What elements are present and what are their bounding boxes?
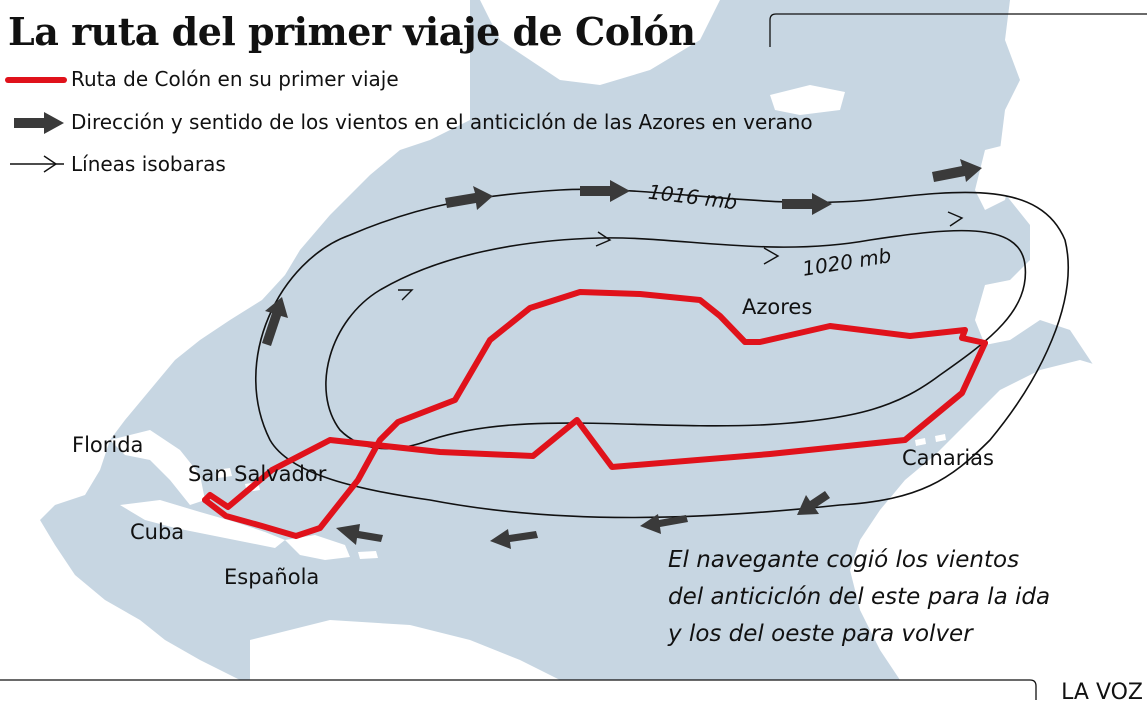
- route-return: [202, 289, 988, 539]
- legend-winds-label: Dirección y sentido de los vientos en el…: [71, 110, 813, 134]
- wind-arrows: [262, 159, 982, 549]
- place-azores: Azores: [742, 295, 813, 319]
- land-south-america: [250, 620, 560, 680]
- isobar-1020: [325, 229, 1027, 450]
- wind-arrow: [640, 514, 688, 534]
- route: [202, 289, 988, 539]
- isobar-1016: [255, 188, 1069, 519]
- land-africa: [850, 360, 1147, 680]
- land-canarias: [915, 434, 946, 446]
- legend-isobar-arrowhead: [43, 155, 58, 173]
- isobar-arrow: [595, 231, 612, 247]
- wind-arrow: [932, 159, 982, 182]
- place-canarias: Canarias: [902, 446, 994, 470]
- legend-isobars-space: [8, 149, 68, 179]
- land-iceland: [770, 85, 845, 115]
- place-san-salvador: San Salvador: [188, 462, 327, 486]
- land-europe: [975, 0, 1147, 400]
- isobar-arrow: [398, 289, 414, 301]
- page-title: La ruta del primer viaje de Colón: [8, 9, 696, 54]
- legend-route-space: [8, 64, 68, 94]
- legend-route-label: Ruta de Colón en su primer viaje: [71, 67, 399, 91]
- place-espanola: Española: [224, 565, 320, 589]
- wind-arrow: [262, 297, 288, 346]
- note-line-1: El navegante cogió los vientos: [668, 547, 1020, 573]
- land-cuba: [120, 500, 285, 548]
- place-cuba: Cuba: [130, 520, 185, 544]
- wind-arrow: [580, 180, 630, 202]
- land-north-america: [0, 0, 470, 680]
- route-outbound: [202, 340, 988, 510]
- legend-route: Ruta de Colón en su primer viaje: [8, 64, 399, 94]
- isobar-arrows: [398, 211, 964, 301]
- note-line-2: del anticiclón del este para la ida: [668, 584, 1051, 610]
- explanatory-note: El navegante cogió los vientos del antic…: [668, 542, 1050, 653]
- land-espanola: [285, 535, 350, 560]
- title-rule: [769, 13, 1147, 47]
- legend-isobars: Líneas isobaras: [8, 149, 226, 179]
- legend-winds: Dirección y sentido de los vientos en el…: [8, 107, 813, 137]
- isobar-arrow: [947, 211, 964, 227]
- bottom-rule: [0, 679, 1037, 700]
- place-florida: Florida: [72, 433, 144, 457]
- land-greenland: [480, 0, 720, 85]
- isobar-arrow: [763, 247, 780, 265]
- legend-isobars-label: Líneas isobaras: [71, 152, 226, 176]
- legend-wind-swatch: [14, 112, 64, 134]
- land-puerto-rico: [358, 551, 378, 559]
- legend-winds-space: [8, 107, 68, 137]
- wind-arrow: [490, 529, 538, 549]
- brand-logo: LA VOZ: [1061, 680, 1143, 705]
- wind-arrow: [797, 491, 830, 515]
- wind-arrow: [782, 193, 832, 215]
- wind-arrow: [336, 524, 383, 545]
- note-line-3: y los del oeste para volver: [668, 621, 973, 647]
- wind-arrow: [445, 186, 493, 210]
- land-florida: [110, 430, 205, 505]
- legend-isobar-swatch: [10, 155, 64, 173]
